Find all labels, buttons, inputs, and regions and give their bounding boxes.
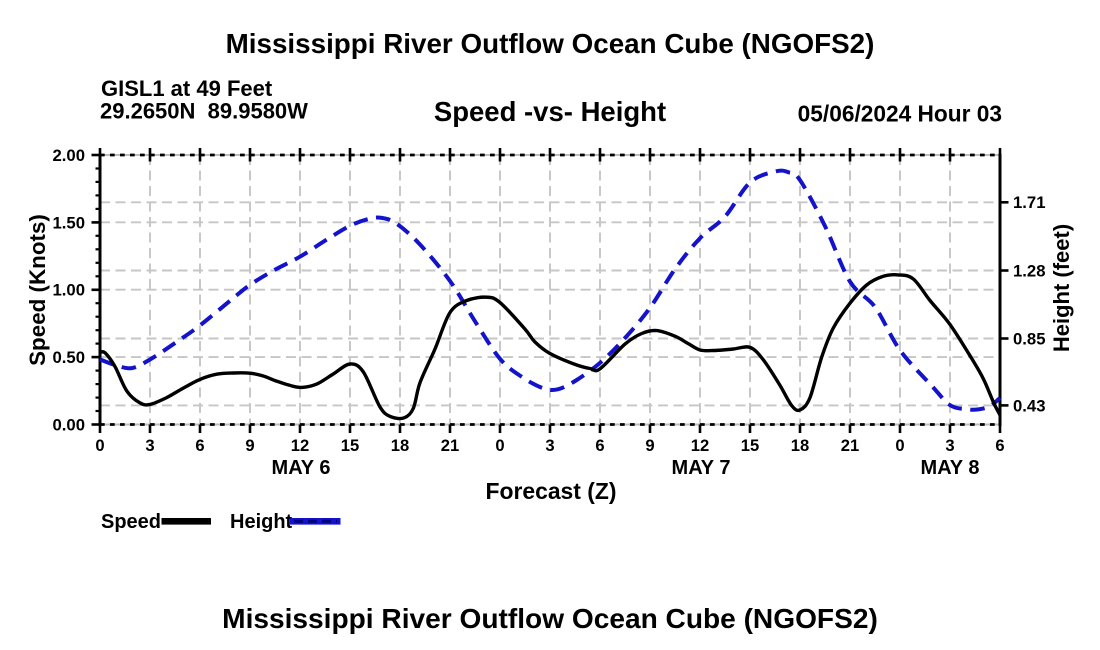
svg-text:0: 0 [495,436,504,455]
svg-text:9: 9 [245,436,254,455]
svg-text:1.50: 1.50 [53,213,85,232]
svg-text:15: 15 [741,436,759,455]
svg-text:Speed: Speed [101,511,161,533]
svg-text:Mississippi River Outflow Ocea: Mississippi River Outflow Ocean Cube (NG… [226,28,875,59]
svg-text:6: 6 [995,436,1004,455]
svg-text:9: 9 [645,436,654,455]
svg-text:2.00: 2.00 [53,146,85,165]
svg-text:GISL1 at 49 Feet: GISL1 at 49 Feet [101,76,273,101]
svg-text:Height (feet): Height (feet) [1049,224,1074,352]
svg-text:21: 21 [441,436,459,455]
svg-text:05/06/2024 Hour 03: 05/06/2024 Hour 03 [798,101,1002,127]
svg-text:0.85: 0.85 [1013,329,1045,348]
svg-text:MAY 6: MAY 6 [272,457,331,479]
svg-text:6: 6 [195,436,204,455]
svg-text:6: 6 [595,436,604,455]
svg-text:3: 3 [145,436,154,455]
svg-text:1.00: 1.00 [53,281,85,300]
svg-text:12: 12 [691,436,709,455]
svg-text:Mississippi River Outflow Ocea: Mississippi River Outflow Ocean Cube (NG… [222,603,878,634]
svg-text:15: 15 [341,436,359,455]
svg-text:0.00: 0.00 [53,415,85,434]
svg-text:1.28: 1.28 [1013,261,1045,280]
svg-text:Speed -vs- Height: Speed -vs- Height [434,96,666,127]
svg-text:Height: Height [230,511,293,533]
svg-text:1.71: 1.71 [1013,193,1045,212]
svg-text:MAY 7: MAY 7 [672,457,731,479]
svg-text:21: 21 [841,436,859,455]
svg-text:0.50: 0.50 [53,348,85,367]
svg-text:MAY 8: MAY 8 [921,457,980,479]
svg-text:Forecast (Z): Forecast (Z) [485,478,616,504]
svg-text:12: 12 [291,436,309,455]
svg-text:3: 3 [545,436,554,455]
svg-text:0.43: 0.43 [1013,396,1045,415]
svg-text:Speed (Knots): Speed (Knots) [25,214,50,366]
svg-text:0: 0 [95,436,104,455]
svg-text:18: 18 [791,436,809,455]
svg-text:18: 18 [391,436,409,455]
svg-text:3: 3 [945,436,954,455]
svg-text:29.2650N 89.9580W: 29.2650N 89.9580W [100,99,308,124]
svg-text:0: 0 [895,436,904,455]
